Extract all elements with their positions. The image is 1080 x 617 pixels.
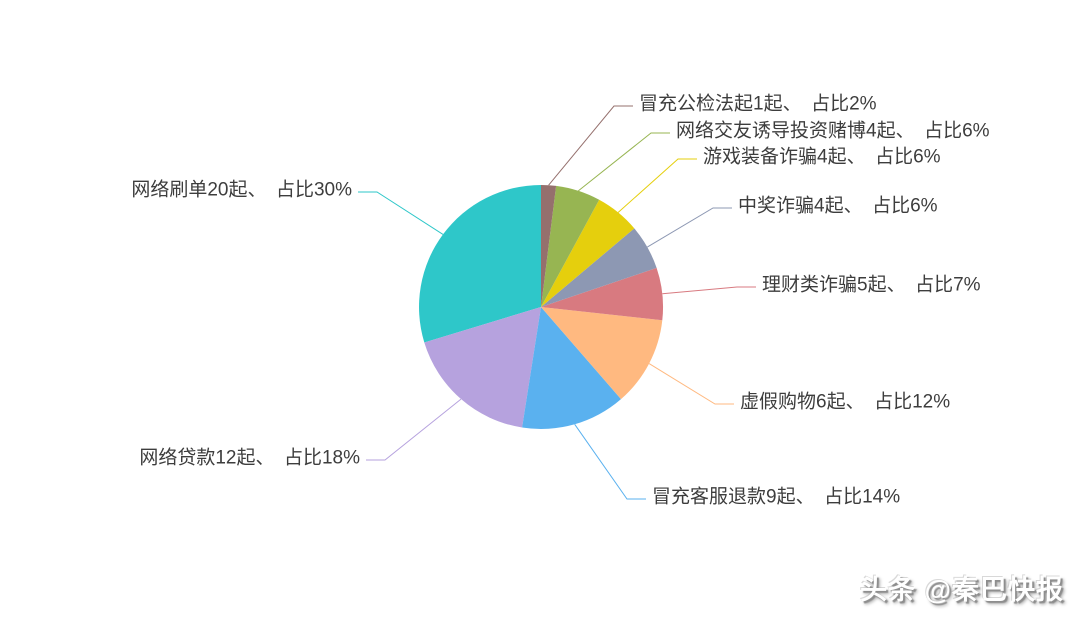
pie-slice-3	[522, 307, 621, 429]
leader-line-6	[647, 207, 732, 248]
pie-slice-7	[541, 199, 635, 307]
pie-slice-4	[541, 307, 663, 400]
slice-label-1: 网络刷单20起、 占比30%	[131, 179, 352, 201]
leader-line-7	[617, 158, 697, 213]
slice-label-2: 网络贷款12起、 占比18%	[139, 447, 360, 469]
slice-label-9: 冒充公检法起1起、 占比2%	[639, 93, 877, 115]
leader-line-8	[577, 132, 670, 192]
leader-line-4	[648, 363, 734, 405]
watermark-text: 头条 @秦巴快报	[860, 575, 1064, 605]
slice-label-3: 冒充客服退款9起、 占比14%	[652, 486, 900, 508]
pie-slice-5	[541, 267, 664, 321]
slice-label-7: 游戏装备诈骗4起、 占比6%	[703, 146, 941, 168]
slice-label-4: 虚假购物6起、 占比12%	[740, 391, 950, 413]
leader-line-9	[548, 105, 633, 186]
pie-slice-9	[541, 184, 557, 307]
pie-slice-6	[541, 228, 657, 307]
slice-label-8: 网络交友诱导投资赌博4起、 占比6%	[676, 120, 990, 142]
pie-slice-1	[419, 185, 541, 343]
leader-line-5	[662, 286, 756, 295]
pie-slice-2	[424, 307, 541, 428]
pie-slice-8	[541, 185, 600, 307]
slice-label-6: 中奖诈骗4起、 占比6%	[738, 195, 938, 217]
leader-line-1	[358, 191, 444, 235]
leader-line-2	[366, 398, 462, 461]
leader-line-3	[574, 424, 646, 500]
slice-label-5: 理财类诈骗5起、 占比7%	[762, 274, 981, 296]
